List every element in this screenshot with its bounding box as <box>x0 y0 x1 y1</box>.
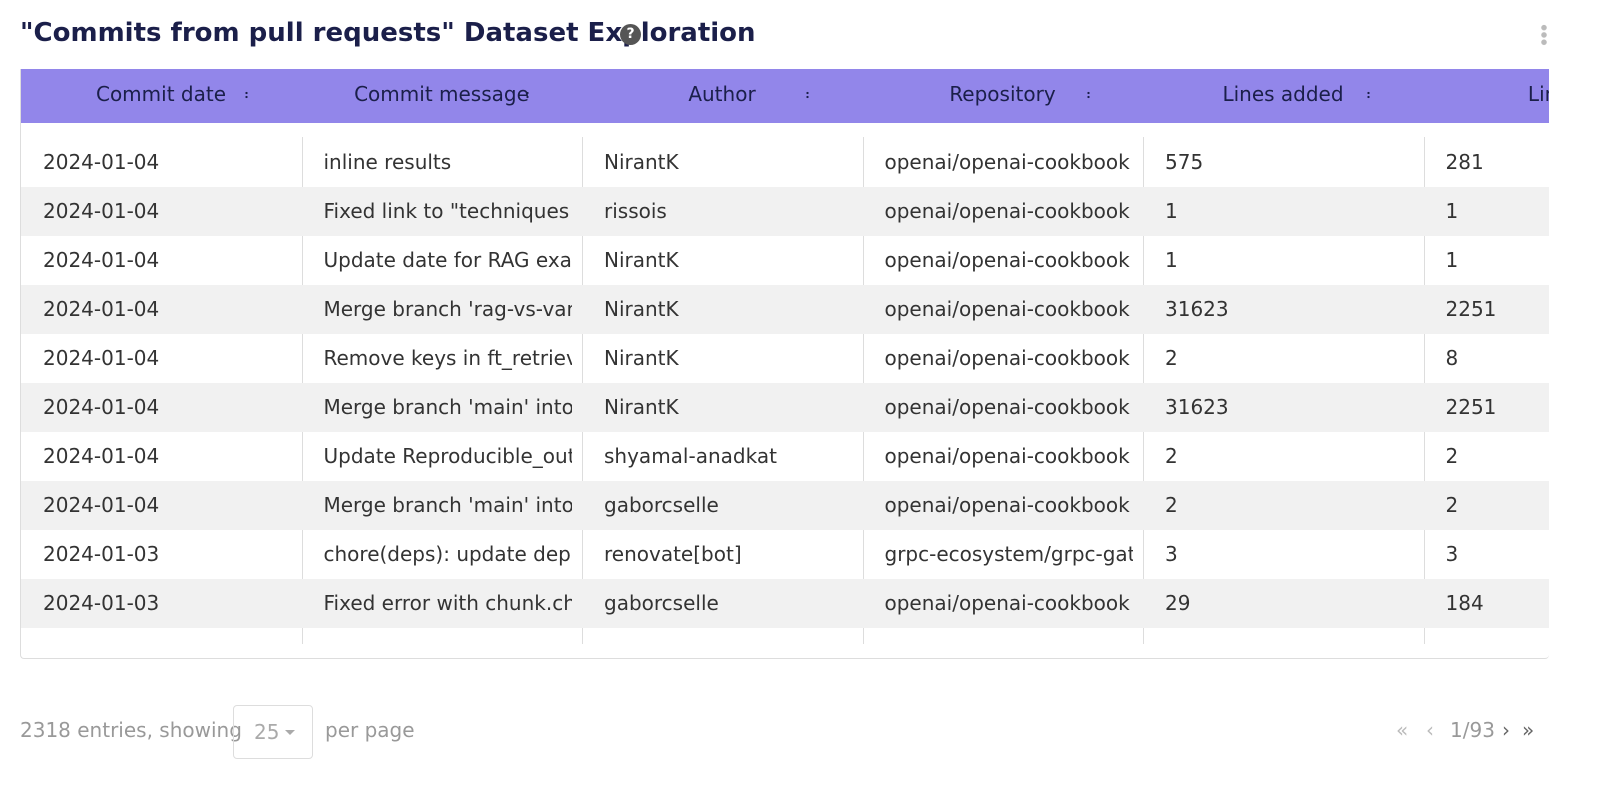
table-cell: Merge branch 'rag-vs-vani <box>323 297 572 321</box>
table-cell: NirantK <box>604 150 679 174</box>
table-row: 2024-01-04 Merge branch 'rag-vs-vani Niran… <box>21 285 1549 334</box>
first-page-button[interactable]: « <box>1396 718 1409 742</box>
table-cell: 3 <box>1165 542 1178 566</box>
table-cell: 2 <box>1445 444 1459 468</box>
table-cell: NirantK <box>604 346 679 370</box>
column-header[interactable]: Author <box>688 82 756 106</box>
table-row: 2024-01-04 Update date for RAG exam Nirant… <box>21 236 1549 285</box>
table-cell: 2024-01-03 <box>43 542 160 566</box>
table-cell: 2 <box>1165 346 1178 370</box>
next-page-button[interactable]: › <box>1502 718 1510 742</box>
table-row: 2024-01-04 Update Reproducible_outp shyama… <box>21 432 1549 481</box>
table-cell: 1 <box>1445 199 1459 223</box>
table-row: 2024-01-04 Merge branch 'main' into m gabo… <box>21 481 1549 530</box>
sort-icon[interactable] <box>525 91 529 99</box>
table-cell: openai/openai-cookbook <box>884 591 1130 615</box>
table: Commit date Commit message Author Repositor… <box>20 69 1549 659</box>
table-cell: 2024-01-04 <box>43 248 160 272</box>
column-header[interactable]: Lines d <box>1527 82 1549 106</box>
sort-icon[interactable] <box>806 91 809 99</box>
table-cell: inline results <box>323 150 452 174</box>
table-cell: openai/openai-cookbook <box>884 346 1130 370</box>
table-cell: 2024-01-04 <box>43 395 160 419</box>
table-cell: 281 <box>1445 150 1484 174</box>
table-cell: Fixed link to "techniques to <box>323 199 572 223</box>
table-cell: renovate[bot] <box>604 542 742 566</box>
page-size: 25 <box>254 720 280 744</box>
table-cell: 1 <box>1165 199 1178 223</box>
menu-button[interactable] <box>1541 24 1547 46</box>
page-size-select[interactable]: 25 <box>233 705 313 759</box>
table-row: 2024-01-03 Fixed error with chunk.cho gabo… <box>21 579 1549 628</box>
table-cell: rissois <box>604 199 667 223</box>
table-cell: NirantK <box>604 395 679 419</box>
table-cell: 2024-01-04 <box>43 493 160 517</box>
column-header[interactable]: Commit date <box>95 82 227 106</box>
table-cell: Merge branch 'main' into ra <box>323 395 572 419</box>
table-cell: 2251 <box>1445 297 1497 321</box>
table-cell: Update Reproducible_outp <box>323 444 572 468</box>
table-row: 2024-01-04 Fixed link to "techniques to ri… <box>21 187 1549 236</box>
table-cell: 31623 <box>1165 297 1229 321</box>
title: "Commits from pull requests" Dataset Exp… <box>20 18 756 48</box>
table-cell: gaborcselle <box>604 493 719 517</box>
table-cell: shyamal-anadkat <box>604 444 777 468</box>
table-cell: grpc-ecosystem/grpc-gate <box>884 542 1133 566</box>
table-cell: openai/openai-cookbook <box>884 297 1130 321</box>
table-row: 2024-01-03 chore(deps): update deper renov… <box>21 530 1549 579</box>
table-cell: 2 <box>1445 493 1459 517</box>
table-cell: 2024-01-03 <box>43 591 160 615</box>
table-cell: 2024-01-04 <box>43 444 160 468</box>
per-page-text: per page <box>325 718 415 742</box>
table-cell: NirantK <box>604 248 679 272</box>
table-cell: 1 <box>1445 248 1459 272</box>
table-cell: openai/openai-cookbook <box>884 199 1130 223</box>
table-cell: Remove keys in ft_retrieval <box>323 346 572 370</box>
table-cell: Update date for RAG exam <box>323 248 572 272</box>
table-header: Commit date Commit message Author Repositor… <box>21 69 1549 123</box>
table-cell: 2251 <box>1445 395 1497 419</box>
table-cell: gaborcselle <box>604 591 719 615</box>
table-cell: 184 <box>1445 591 1484 615</box>
table-cell: chore(deps): update deper <box>323 542 572 566</box>
table-row: 2024-01-04 Remove keys in ft_retrieval Nir… <box>21 334 1549 383</box>
table-cell: 2 <box>1165 444 1178 468</box>
table-cell: Merge branch 'main' into m <box>323 493 572 517</box>
table-cell: 29 <box>1165 591 1191 615</box>
table-cell: 2 <box>1165 493 1178 517</box>
table-cell: 2024-01-04 <box>43 199 160 223</box>
table-cell: openai/openai-cookbook <box>884 395 1130 419</box>
table-row: 2024-01-04 inline results NirantK openai/op… <box>21 138 1549 187</box>
table-cell: 575 <box>1165 150 1204 174</box>
table-cell: 2024-01-04 <box>43 297 160 321</box>
sort-icon[interactable] <box>1367 91 1370 99</box>
table-cell: openai/openai-cookbook <box>884 248 1130 272</box>
column-header[interactable]: Commit message <box>354 82 529 106</box>
table-cell: Fixed error with chunk.cho <box>323 591 572 615</box>
sort-icon[interactable] <box>245 91 248 99</box>
table-cell: openai/openai-cookbook <box>884 493 1130 517</box>
page-indicator: 1/93 <box>1450 718 1495 742</box>
sort-icon[interactable] <box>1086 91 1090 99</box>
table-cell: 8 <box>1445 346 1459 370</box>
table-cell: 1 <box>1165 248 1178 272</box>
table-cell: 31623 <box>1165 395 1229 419</box>
prev-page-button[interactable]: ‹ <box>1426 718 1434 742</box>
column-header[interactable]: Repository <box>949 82 1056 106</box>
table-cell: openai/openai-cookbook <box>884 150 1130 174</box>
table-cell: openai/openai-cookbook <box>884 444 1130 468</box>
table-cell: 2024-01-04 <box>43 346 160 370</box>
table-cell: 2024-01-04 <box>43 150 160 174</box>
table-cell: NirantK <box>604 297 679 321</box>
last-page-button[interactable]: » <box>1522 718 1535 742</box>
table-cell: 3 <box>1445 542 1459 566</box>
column-header[interactable]: Lines added <box>1222 82 1344 106</box>
help-icon[interactable]: ? <box>620 24 641 45</box>
entries-text: 2318 entries, showing <box>20 718 242 742</box>
table-row: 2024-01-04 Merge branch 'main' into ra Nir… <box>21 383 1549 432</box>
